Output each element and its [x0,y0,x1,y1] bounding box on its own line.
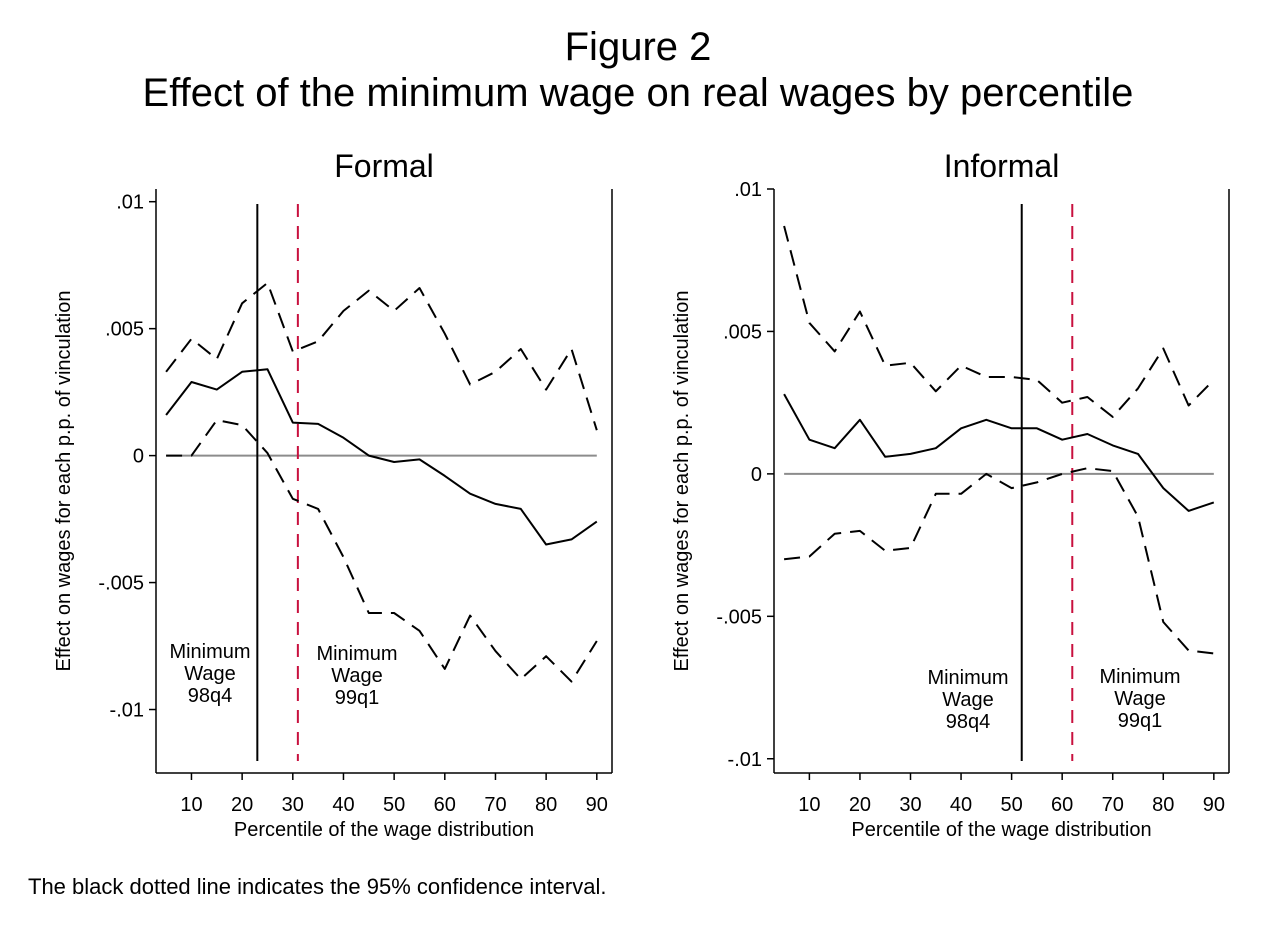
x-tick-label: 70 [484,794,506,816]
y-tick-label: .01 [734,179,762,201]
x-axis-title: Percentile of the wage distribution [851,819,1151,841]
x-tick-label: 90 [586,794,608,816]
y-tick-label: -.01 [110,700,144,722]
x-tick-label: 80 [535,794,557,816]
x-tick-label: 40 [950,794,972,816]
y-tick-label: -.005 [716,606,762,628]
series-ci-upper-line [783,225,1215,418]
series-ci-lower-line [166,419,598,683]
chart-panel-informal: Informal .01 .005 0 -.005 -.01 10 20 30 40 50 60 70 8… [671,148,1230,841]
x-tick-label: 30 [282,794,304,816]
x-tick-label: 30 [899,794,921,816]
panel-title: Formal [334,148,434,184]
y-tick-label: .005 [723,321,762,343]
min-wage-label-line: 98q4 [946,711,991,733]
y-axis-title: Effect on wages for each p.p. of vincula… [671,291,693,672]
chart-panel-formal: Formal .01 .005 0 -.005 -.01 10 20 30 40 50 60 70 80 9… [53,148,613,841]
y-tick-label: .01 [116,192,144,214]
x-tick-label: 60 [434,794,456,816]
x-tick-label: 50 [383,794,405,816]
x-tick-label: 70 [1102,794,1124,816]
x-tick-label: 80 [1152,794,1174,816]
x-axis-title: Percentile of the wage distribution [234,819,534,841]
y-axis-title: Effect on wages for each p.p. of vincula… [53,291,75,672]
footnote: The black dotted line indicates the 95% … [28,874,607,899]
panel-title: Informal [944,148,1060,184]
min-wage-label-line: Minimum [316,643,397,665]
y-tick-label: 0 [133,446,144,468]
min-wage-label-line: 99q1 [1118,710,1163,732]
figure-subtitle: Effect of the minimum wage on real wages… [142,71,1134,115]
min-wage-label-line: 98q4 [188,685,233,707]
min-wage-label-line: Wage [331,665,383,687]
min-wage-label-line: Wage [184,663,236,685]
x-tick-label: 10 [798,794,820,816]
min-wage-label-line: Minimum [1099,666,1180,688]
min-wage-label-line: 99q1 [335,687,380,709]
y-tick-label: .005 [105,319,144,341]
x-tick-label: 20 [849,794,871,816]
x-tick-label: 10 [180,794,202,816]
min-wage-label-line: Minimum [169,641,250,663]
min-wage-label-line: Wage [1114,688,1166,710]
series-estimate-line [165,368,598,546]
y-tick-label: 0 [751,464,762,486]
x-tick-label: 50 [1000,794,1022,816]
y-tick-label: -.005 [98,573,144,595]
x-tick-label: 40 [332,794,354,816]
x-tick-label: 20 [231,794,253,816]
x-tick-label: 90 [1203,794,1225,816]
y-tick-label: -.01 [728,749,762,771]
min-wage-label-line: Minimum [927,667,1008,689]
series-ci-upper-line [165,281,598,431]
figure-title: Figure 2 [564,25,712,69]
min-wage-label-line: Wage [942,689,994,711]
x-tick-label: 60 [1051,794,1073,816]
series-estimate-line [783,393,1215,512]
series-ci-lower-line [783,467,1214,655]
